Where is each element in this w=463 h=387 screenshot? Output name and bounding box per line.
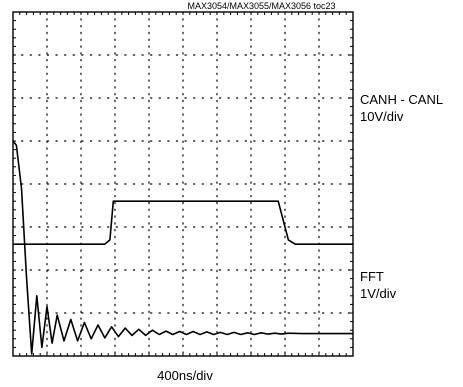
fft-trace [12,140,353,355]
traces [12,140,353,355]
fft-name: FFT [360,269,384,284]
fft-trace-label: FFT 1V/div [360,268,396,302]
graticule [12,11,354,357]
canh-canl-trace [13,200,353,245]
fft-scale: 1V/div [360,286,397,301]
canh-canl-name: CANH - CANL [360,92,444,107]
figure-id-label: MAX3054/MAX3055/MAX3056 toc23 [187,1,336,11]
canh-canl-scale: 10V/div [360,109,404,124]
x-axis-scale-label: 400ns/div [157,368,213,383]
canh-canl-trace-label: CANH - CANL 10V/div [360,91,443,125]
plot-frame [12,11,354,357]
